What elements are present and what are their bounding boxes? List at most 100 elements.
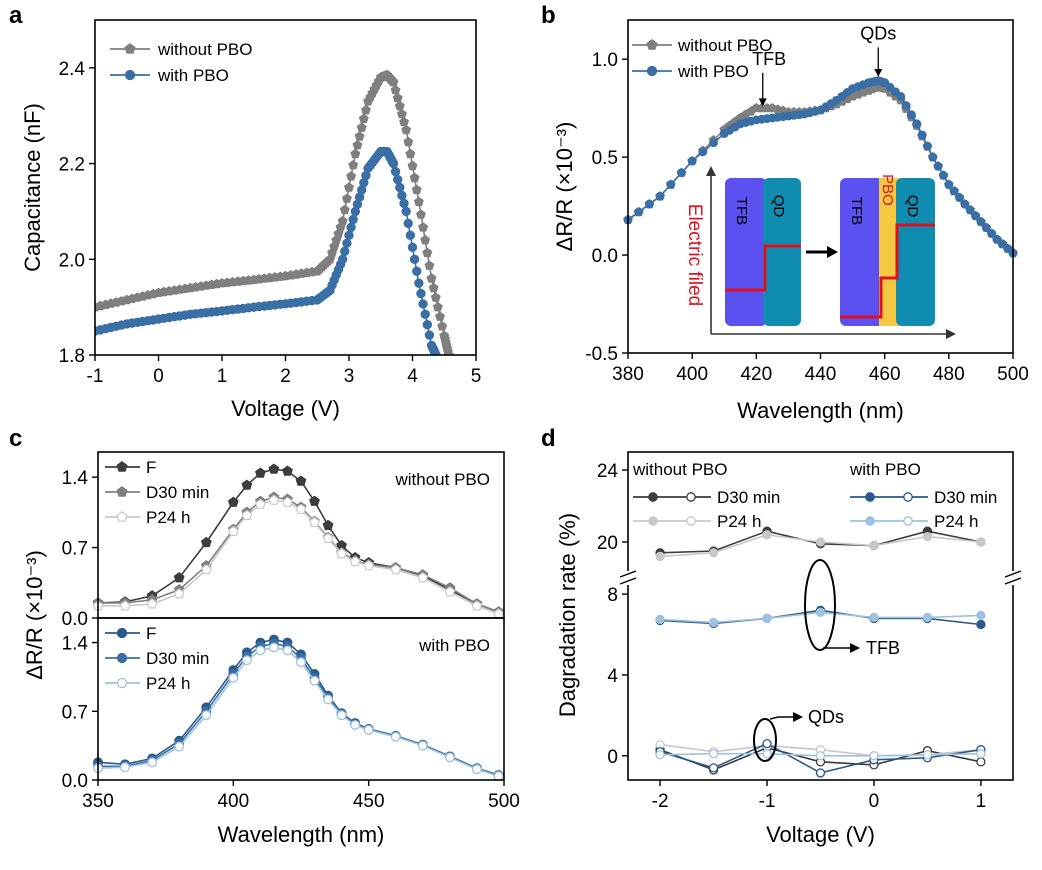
- c1-ytick-label: 1.4: [62, 468, 89, 489]
- data-point: [401, 124, 412, 135]
- legend-marker: [646, 65, 658, 77]
- data-point: [254, 467, 266, 478]
- inset-qd-block-2: [896, 178, 935, 326]
- legend-label: D30 min: [146, 483, 209, 502]
- inset-field-line-2: [840, 223, 935, 319]
- c-xtick-label: 450: [353, 791, 385, 812]
- data-point: [987, 229, 997, 238]
- legend-label: P24 h: [146, 508, 190, 527]
- data-point: [173, 572, 185, 583]
- inset-qd-label-2: QD: [904, 195, 921, 218]
- annotation-tfb: TFB: [866, 638, 900, 658]
- c2-ytick-label: 1.4: [62, 634, 89, 655]
- legend-marker: [903, 516, 913, 526]
- legend-marker: [116, 652, 128, 664]
- d-ylabel: Dagradation rate (%): [555, 513, 580, 717]
- data-point: [336, 710, 347, 721]
- c1-ytick-label: 0.7: [62, 539, 88, 560]
- data-point: [227, 525, 239, 537]
- data-point: [350, 720, 361, 730]
- inset-tfb-label-1: TFB: [733, 197, 750, 225]
- data-point: [390, 166, 401, 177]
- data-point: [363, 724, 374, 735]
- a-xtick-label: -1: [87, 366, 104, 387]
- c1-ytick-label: 0.0: [62, 609, 88, 630]
- data-point: [241, 509, 253, 521]
- data-point: [390, 84, 401, 95]
- data-point: [471, 600, 483, 611]
- data-point: [869, 612, 879, 623]
- annotation-tfb-arrowhead: [758, 98, 767, 107]
- data-point: [976, 749, 986, 759]
- data-point: [390, 564, 402, 575]
- data-point: [417, 740, 428, 751]
- legend-label: D30 min: [146, 649, 209, 668]
- data-point: [339, 204, 350, 215]
- data-point: [401, 206, 411, 217]
- a-xtick-label: 4: [407, 366, 418, 387]
- d-xtick-label: -2: [652, 791, 669, 812]
- data-point: [356, 122, 367, 132]
- data-point: [254, 498, 266, 509]
- data-point: [709, 138, 719, 148]
- legend-marker: [648, 492, 658, 502]
- data-point: [869, 751, 879, 761]
- data-point: [411, 184, 422, 195]
- d-upper-ytick-label: 20: [597, 533, 618, 554]
- a-xtick-label: 5: [471, 366, 482, 387]
- data-point: [976, 537, 986, 547]
- legend-marker: [116, 511, 128, 522]
- legend-marker: [124, 69, 136, 81]
- data-point: [120, 762, 131, 773]
- plot-a-area: [95, 69, 454, 355]
- data-point: [268, 642, 279, 653]
- data-point: [413, 196, 424, 207]
- d-xlabel: Voltage (V): [766, 822, 875, 847]
- data-point: [655, 750, 665, 760]
- data-point: [634, 207, 644, 217]
- legend-marker: [686, 492, 696, 502]
- data-point: [399, 116, 409, 127]
- d-xtick-label: 0: [869, 791, 880, 812]
- data-point: [282, 465, 293, 476]
- series-line: [95, 74, 450, 355]
- legend-marker: [124, 43, 136, 54]
- data-point: [344, 182, 354, 192]
- b-xtick-label: 440: [805, 364, 837, 385]
- data-point: [146, 598, 158, 609]
- c-xtick-label: 500: [488, 791, 520, 812]
- data-point: [708, 617, 719, 628]
- data-point: [363, 559, 375, 571]
- data-point: [901, 101, 911, 110]
- data-point: [344, 230, 354, 241]
- d-xtick-label: 1: [976, 791, 987, 812]
- data-point: [644, 199, 654, 209]
- inset-field-line-1: [725, 244, 801, 292]
- inset-pbo-label: PBO: [879, 174, 896, 206]
- data-point: [444, 752, 455, 763]
- legend-marker: [686, 516, 696, 526]
- annotation-qds: QDs: [808, 707, 844, 727]
- data-point: [443, 349, 454, 355]
- data-point: [708, 763, 719, 773]
- data-point: [435, 311, 445, 321]
- data-point: [337, 254, 348, 264]
- data-point: [432, 301, 443, 312]
- data-point: [403, 218, 413, 229]
- data-point: [361, 104, 371, 115]
- data-point: [869, 540, 879, 551]
- data-point: [295, 475, 307, 486]
- legend-label: without PBO: [157, 40, 253, 59]
- legend-label: P24 h: [717, 512, 761, 531]
- c2-ytick-label: 0.7: [62, 702, 88, 723]
- d-lower-ytick-label: 8: [607, 585, 618, 606]
- data-point: [437, 321, 448, 331]
- legend-marker: [116, 627, 128, 639]
- data-point: [346, 222, 356, 233]
- data-point: [428, 282, 439, 293]
- data-point: [336, 547, 348, 559]
- data-point: [762, 749, 772, 759]
- data-point: [815, 768, 826, 778]
- data-point: [698, 147, 708, 157]
